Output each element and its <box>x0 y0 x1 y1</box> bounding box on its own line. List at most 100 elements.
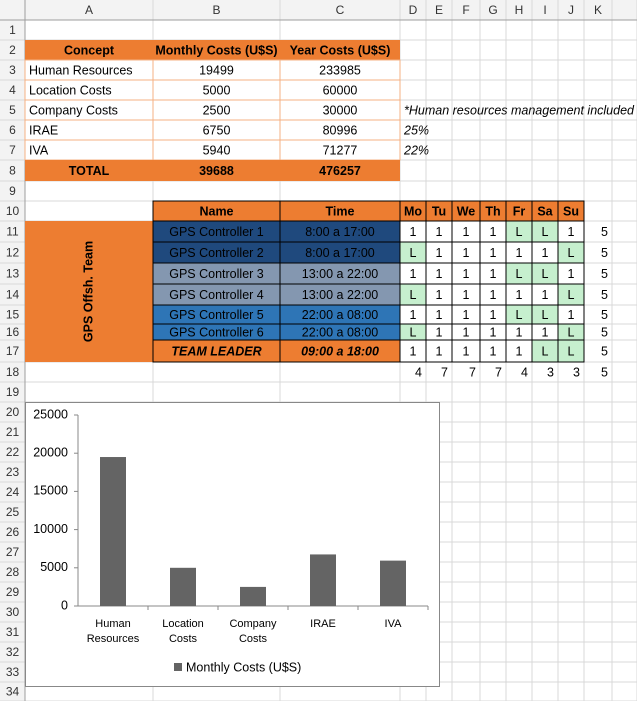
schedule-time: 13:00 a 22:00 <box>302 267 379 281</box>
table-cell-text: IVA <box>29 143 49 157</box>
day-value: 1 <box>490 225 497 239</box>
day-value: 1 <box>436 325 443 339</box>
table-total: 476257 <box>319 164 361 178</box>
day-value: L <box>516 267 523 281</box>
table-header: Concept <box>64 43 115 57</box>
day-value: 1 <box>490 246 497 260</box>
day-value: 1 <box>516 325 523 339</box>
y-tick-label: 0 <box>61 598 68 612</box>
row-header: 24 <box>6 485 20 499</box>
team-label: GPS Offsh. Team <box>81 241 95 342</box>
schedule-name: GPS Controller 5 <box>169 308 264 322</box>
row-header: 3 <box>9 63 16 77</box>
column-header: A <box>85 3 93 17</box>
day-value: L <box>568 325 575 339</box>
table-total: 39688 <box>199 164 234 178</box>
team-cell <box>25 221 153 362</box>
schedule-name: GPS Controller 1 <box>169 225 264 239</box>
row-total: 5 <box>601 267 608 281</box>
day-total: 5 <box>601 365 608 379</box>
day-value: L <box>410 288 417 302</box>
x-tick-label: Human Resources <box>86 618 140 645</box>
row-header: 4 <box>9 83 16 97</box>
day-total: 4 <box>521 365 528 379</box>
schedule-name: GPS Controller 6 <box>169 325 264 339</box>
x-label-box: Human Resources <box>86 618 140 645</box>
table-cell-text: 80996 <box>323 123 358 137</box>
row-header: 17 <box>6 344 20 358</box>
day-value: 1 <box>436 225 443 239</box>
table-cell-text: 2500 <box>203 103 231 117</box>
day-value: 1 <box>410 344 417 358</box>
note: 25% <box>403 123 429 137</box>
day-value: 1 <box>516 288 523 302</box>
row-header: 26 <box>6 525 20 539</box>
column-header-bar <box>0 0 637 20</box>
schedule-header: Fr <box>513 204 526 218</box>
row-total: 5 <box>601 325 608 339</box>
day-value: 1 <box>463 246 470 260</box>
schedule-time: 8:00 a 17:00 <box>305 225 375 239</box>
schedule-time: 09:00 a 18:00 <box>301 344 379 358</box>
schedule-time: 13:00 a 22:00 <box>302 288 379 302</box>
column-header: B <box>212 3 220 17</box>
schedule-name: GPS Controller 4 <box>169 288 264 302</box>
row-header-bar <box>0 0 25 701</box>
x-label-box: IVA <box>385 618 402 630</box>
schedule-header: We <box>457 204 476 218</box>
day-value: L <box>542 308 549 322</box>
day-cell <box>557 339 585 363</box>
schedule-time: 8:00 a 17:00 <box>305 246 375 260</box>
x-tick-label: Location Costs <box>162 618 204 645</box>
row-header: 5 <box>9 103 16 117</box>
day-value: 1 <box>436 344 443 358</box>
day-value: L <box>568 246 575 260</box>
day-value: 1 <box>568 267 575 281</box>
day-total: 3 <box>547 365 554 379</box>
x-label-box: IRAE <box>310 618 336 630</box>
table-cell-text: 5940 <box>203 143 231 157</box>
row-total: 5 <box>601 344 608 358</box>
row-header: 2 <box>9 43 16 57</box>
day-value: L <box>516 308 523 322</box>
column-header: K <box>594 3 602 17</box>
table-cell-text: 233985 <box>319 63 361 77</box>
x-label-box: Company Costs <box>229 618 276 645</box>
day-total: 7 <box>469 365 476 379</box>
day-value: L <box>568 344 575 358</box>
day-value: 1 <box>410 267 417 281</box>
day-value: 1 <box>463 325 470 339</box>
schedule-header: Name <box>199 204 233 218</box>
day-value: 1 <box>463 225 470 239</box>
day-value: 1 <box>463 308 470 322</box>
row-header: 19 <box>6 385 20 399</box>
column-header: J <box>568 3 574 17</box>
table-cell-text: 19499 <box>199 63 234 77</box>
column-header: F <box>462 3 469 17</box>
row-header: 7 <box>9 143 16 157</box>
day-value: L <box>410 325 417 339</box>
table-cell-text: 60000 <box>323 83 358 97</box>
schedule-name: TEAM LEADER <box>171 344 261 358</box>
day-value: 1 <box>516 246 523 260</box>
day-value: L <box>542 225 549 239</box>
column-header: E <box>435 3 443 17</box>
note: *Human resources management included <box>404 103 635 117</box>
row-header: 29 <box>6 585 20 599</box>
row-header: 23 <box>6 465 20 479</box>
schedule-name: GPS Controller 2 <box>169 246 264 260</box>
day-value: 1 <box>490 308 497 322</box>
x-label-box: Location Costs <box>162 618 204 645</box>
row-header: 11 <box>6 225 19 239</box>
y-tick-label: 5000 <box>40 560 68 574</box>
bar <box>310 554 336 606</box>
row-header: 16 <box>6 325 20 339</box>
day-value: 1 <box>490 267 497 281</box>
day-total: 7 <box>441 365 448 379</box>
schedule-header: Th <box>485 204 500 218</box>
table-header-bg <box>25 40 400 60</box>
day-value: 1 <box>568 225 575 239</box>
row-total: 5 <box>601 308 608 322</box>
row-total: 5 <box>601 288 608 302</box>
day-value: 1 <box>410 308 417 322</box>
